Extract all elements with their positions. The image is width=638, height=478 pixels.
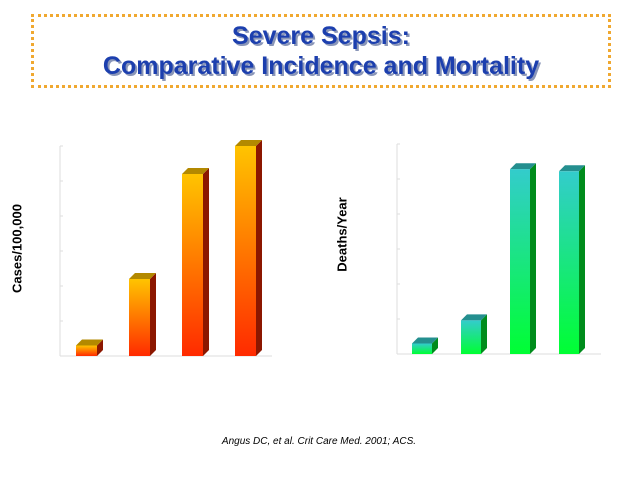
bar [76,339,103,356]
bar-top [182,168,209,174]
bar-front [559,171,579,354]
bar [559,165,585,354]
bar [129,273,156,356]
title-line-2: Comparative Incidence and Mortality [102,52,540,80]
bar-side [256,140,262,356]
bar [510,163,536,354]
bar-top [559,165,585,172]
bar-side [203,168,209,356]
bar [461,314,487,354]
bar-top [461,314,487,321]
bar [182,168,209,356]
bar-side [481,314,487,354]
bar-front [182,174,203,356]
bar-front [412,343,432,354]
title-box: Severe Sepsis: Comparative Incidence and… [31,14,611,88]
right-chart-y-axis-label: Deaths/Year [334,197,350,272]
bar-top [510,163,536,170]
bar [235,140,262,356]
bar-front [129,279,150,356]
bar-side [530,163,536,354]
incidence-chart [59,140,272,357]
bar-side [97,339,103,356]
bar-front [461,320,481,354]
bar-top [76,339,103,346]
bar-front [235,146,256,356]
bar-top [235,140,262,146]
bar-top [129,273,156,279]
bar-front [76,345,97,356]
mortality-chart [396,143,601,355]
bar-side [432,337,438,354]
title-line-1: Severe Sepsis: [232,22,410,50]
bar-side [579,165,585,354]
left-chart-y-axis-label: Cases/100,000 [9,204,25,293]
bar-front [510,169,530,354]
bar [412,337,438,354]
citation: Angus DC, et al. Crit Care Med. 2001; AC… [221,436,417,447]
bar-top [412,337,438,344]
bar-side [150,273,156,356]
